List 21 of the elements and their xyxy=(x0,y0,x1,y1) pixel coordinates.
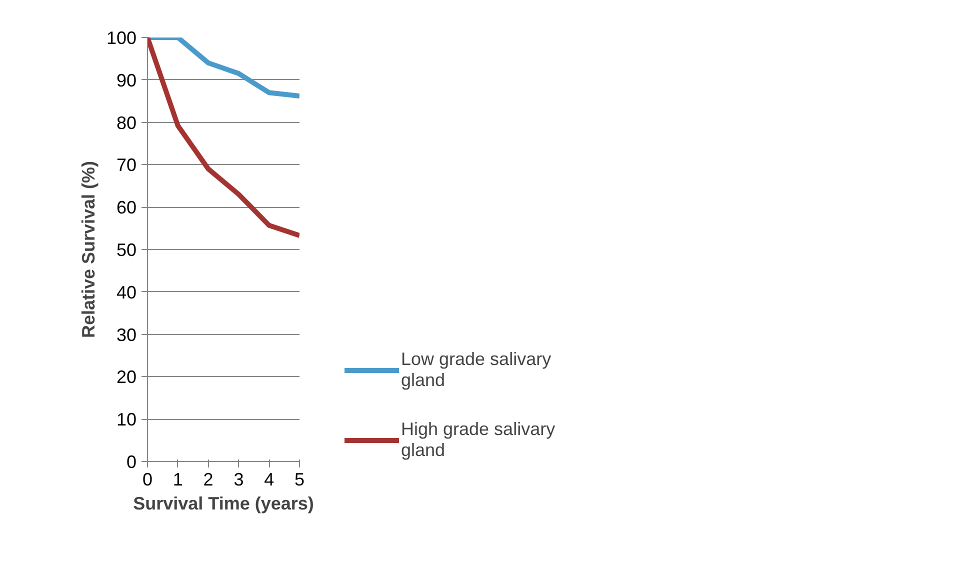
x-tick-label: 3 xyxy=(234,470,244,490)
legend-label: High grade salivary gland xyxy=(401,419,556,461)
y-tick-label: 30 xyxy=(116,324,137,345)
y-tick-label: 80 xyxy=(116,112,137,133)
y-tick-label: 10 xyxy=(116,410,137,430)
y-tick-label: 90 xyxy=(116,70,137,90)
y-tick-label: 0 xyxy=(126,452,137,472)
x-tick-label: 4 xyxy=(264,470,274,490)
x-tick-label: 5 xyxy=(294,470,305,490)
x-tick-label: 0 xyxy=(142,470,153,490)
x-tick-label: 1 xyxy=(172,470,183,490)
y-axis-title: Relative Survival (%) xyxy=(78,160,98,338)
y-tick-label: 50 xyxy=(116,240,137,260)
x-tick-label: 2 xyxy=(203,470,214,490)
x-axis-title: Survival Time (years) xyxy=(133,494,314,514)
legend-label: Low grade salivary gland xyxy=(401,349,552,391)
y-tick-label: 60 xyxy=(116,198,137,218)
y-tick-label: 20 xyxy=(116,367,137,388)
y-tick-label: 40 xyxy=(116,282,137,302)
y-tick-label: 100 xyxy=(106,28,137,48)
y-tick-label: 70 xyxy=(116,155,137,176)
